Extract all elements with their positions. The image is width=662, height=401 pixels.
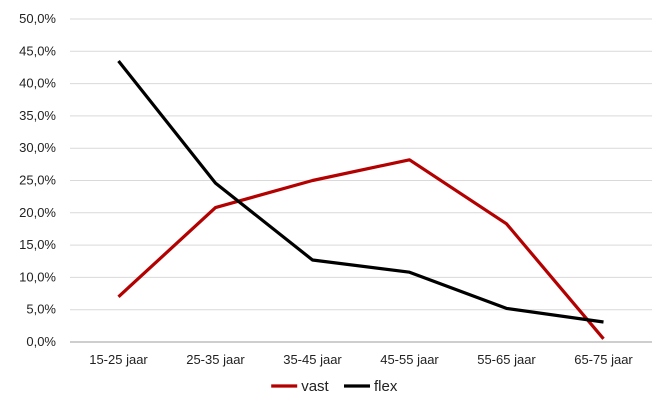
x-tick-label: 55-65 jaar bbox=[477, 352, 536, 367]
series-line-flex bbox=[117, 60, 604, 324]
legend-item-vast: vast bbox=[271, 378, 330, 395]
series-line-vast bbox=[117, 158, 605, 340]
x-tick-label: 45-55 jaar bbox=[380, 352, 439, 367]
y-tick-label: 30,0% bbox=[19, 140, 56, 155]
y-tick-label: 35,0% bbox=[19, 108, 56, 123]
x-tick-label: 65-75 jaar bbox=[574, 352, 633, 367]
legend-item-flex: flex bbox=[344, 378, 398, 395]
y-tick-label: 0,0% bbox=[26, 334, 56, 349]
gridlines bbox=[70, 18, 652, 343]
y-tick-label: 5,0% bbox=[26, 302, 56, 317]
y-tick-label: 15,0% bbox=[19, 237, 56, 252]
x-tick-label: 25-35 jaar bbox=[186, 352, 245, 367]
y-axis-ticks: 0,0% 5,0% 10,0% 15,0% 20,0% 25,0% 30,0% 35,0% 40… bbox=[19, 11, 56, 349]
y-tick-label: 25,0% bbox=[19, 173, 56, 188]
x-axis-ticks: 15-25 jaar 25-35 jaar 35-45 jaar 45-55 jaar… bbox=[89, 352, 633, 367]
legend-label: vast bbox=[301, 378, 329, 395]
y-tick-label: 40,0% bbox=[19, 76, 56, 91]
x-tick-label: 15-25 jaar bbox=[89, 352, 148, 367]
legend: vast flex bbox=[271, 378, 398, 395]
x-tick-label: 35-45 jaar bbox=[283, 352, 342, 367]
series-lines bbox=[117, 60, 605, 340]
y-tick-label: 50,0% bbox=[19, 11, 56, 26]
y-tick-label: 10,0% bbox=[19, 269, 56, 284]
legend-label: flex bbox=[374, 378, 398, 395]
y-tick-label: 45,0% bbox=[19, 43, 56, 58]
y-tick-label: 20,0% bbox=[19, 205, 56, 220]
